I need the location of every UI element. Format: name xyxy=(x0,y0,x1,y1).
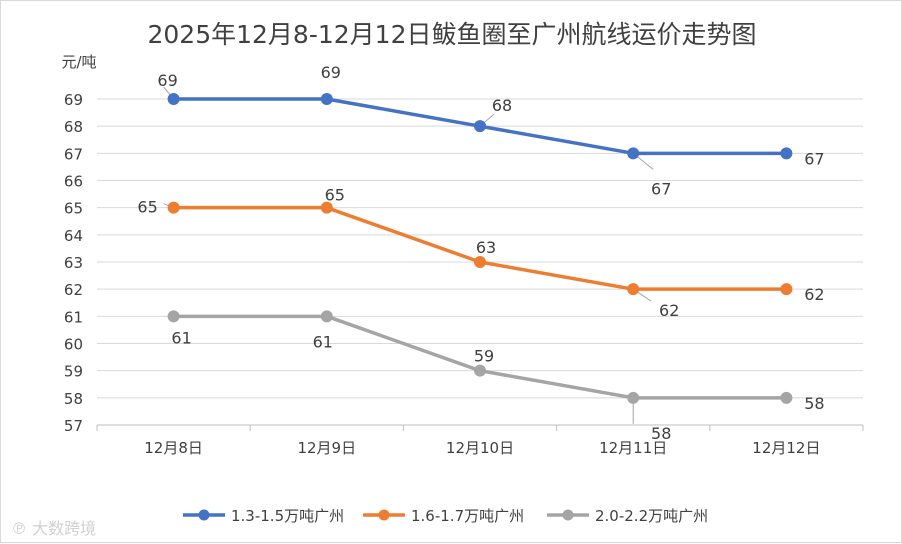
data-label: 67 xyxy=(651,179,671,198)
legend-swatch-marker xyxy=(198,509,210,521)
y-tick-label: 58 xyxy=(64,390,83,408)
y-tick-label: 63 xyxy=(64,254,83,272)
data-point xyxy=(627,283,640,296)
data-point xyxy=(167,310,180,323)
data-label: 65 xyxy=(325,186,345,205)
y-tick-label: 67 xyxy=(64,145,83,163)
x-tick-label: 12月11日 xyxy=(599,439,667,457)
data-point xyxy=(320,201,333,214)
x-tick-label: 12月9日 xyxy=(297,439,356,457)
y-tick-label: 57 xyxy=(64,417,83,435)
watermark-text: 大数跨境 xyxy=(32,519,97,538)
data-point xyxy=(780,391,793,404)
x-tick-label: 12月8日 xyxy=(144,439,203,457)
data-label: 68 xyxy=(492,96,512,115)
data-point xyxy=(167,201,180,214)
watermark: ℗ 大数跨境 xyxy=(11,515,96,539)
data-point xyxy=(474,120,486,133)
data-point xyxy=(167,93,180,105)
chart-title: 2025年12月8-12月12日鲅鱼圈至广州航线运价走势图 xyxy=(148,20,757,49)
data-label: 67 xyxy=(804,149,824,168)
data-point xyxy=(474,364,486,377)
data-point xyxy=(320,310,333,323)
data-label: 58 xyxy=(804,394,824,413)
y-tick-label: 59 xyxy=(64,363,83,381)
data-label: 58 xyxy=(651,424,671,443)
data-point xyxy=(780,147,793,160)
x-tick-label: 12月10日 xyxy=(446,439,514,457)
data-label: 69 xyxy=(157,71,177,90)
legend-swatch-marker xyxy=(378,509,390,521)
legend-entry: 2.0-2.2万吨广州 xyxy=(595,507,708,525)
y-tick-label: 64 xyxy=(64,227,83,245)
data-point xyxy=(474,256,486,268)
legend-swatch-marker xyxy=(562,509,574,521)
data-label: 65 xyxy=(137,198,157,217)
data-point xyxy=(627,391,640,404)
y-axis-label: 元/吨 xyxy=(61,53,96,71)
data-label: 62 xyxy=(659,301,679,320)
y-tick-label: 65 xyxy=(64,200,83,218)
data-label: 62 xyxy=(804,285,824,304)
y-tick-label: 62 xyxy=(64,281,83,299)
legend-entry: 1.3-1.5万吨广州 xyxy=(231,507,344,525)
x-tick-label: 12月12日 xyxy=(752,439,820,457)
y-tick-label: 68 xyxy=(64,118,83,136)
y-tick-label: 60 xyxy=(64,336,83,354)
data-label: 69 xyxy=(321,63,341,82)
data-label: 61 xyxy=(171,328,191,347)
data-point xyxy=(320,93,333,105)
data-label: 63 xyxy=(476,238,496,257)
y-tick-label: 61 xyxy=(64,308,83,326)
data-label: 59 xyxy=(474,347,494,366)
legend-entry: 1.6-1.7万吨广州 xyxy=(411,507,524,525)
data-label: 61 xyxy=(313,332,333,351)
data-point xyxy=(780,283,793,296)
data-point xyxy=(627,147,640,160)
y-tick-label: 69 xyxy=(64,91,83,109)
watermark-logo-icon: ℗ xyxy=(11,519,33,538)
y-tick-label: 66 xyxy=(64,173,83,191)
